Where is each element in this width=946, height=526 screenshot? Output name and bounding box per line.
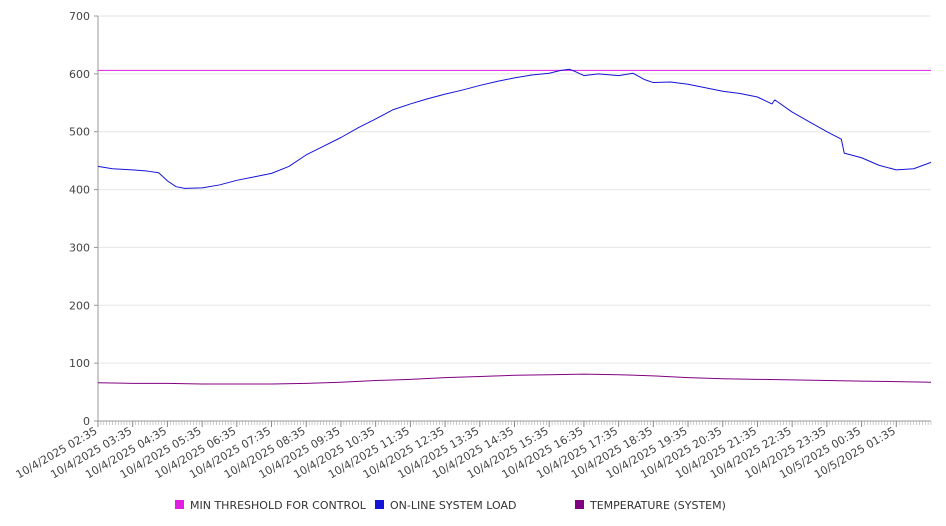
gridlines (98, 15, 931, 422)
y-tick-label-100: 100 (69, 357, 90, 370)
y-tick-label-700: 700 (69, 10, 90, 23)
y-tick-label-500: 500 (69, 126, 90, 139)
legend-label-on-line-system-load: ON-LINE SYSTEM LOAD (390, 499, 516, 512)
y-tick-label-600: 600 (69, 68, 90, 81)
legend-swatch-temperature-system (575, 500, 584, 509)
y-tick-label-200: 200 (69, 299, 90, 312)
legend-label-min-threshold-for-control: MIN THRESHOLD FOR CONTROL (190, 499, 367, 512)
y-tick-label-0: 0 (83, 415, 90, 428)
legend: MIN THRESHOLD FOR CONTROL ON-LINE SYSTEM … (175, 499, 726, 512)
y-tick-label-400: 400 (69, 184, 90, 197)
y-tick-label-300: 300 (69, 241, 90, 254)
series-line-temperature-system (97, 373, 932, 385)
y-axis-ticks: 0 100 200 300 400 500 600 700 (69, 10, 98, 428)
axes (97, 16, 931, 422)
series-lines (97, 68, 932, 385)
legend-label-temperature-system: TEMPERATURE (SYSTEM) (589, 499, 726, 512)
legend-swatch-min-threshold-for-control (175, 500, 184, 509)
legend-swatch-on-line-system-load (375, 500, 384, 509)
series-line-on-line-system-load (97, 68, 932, 189)
